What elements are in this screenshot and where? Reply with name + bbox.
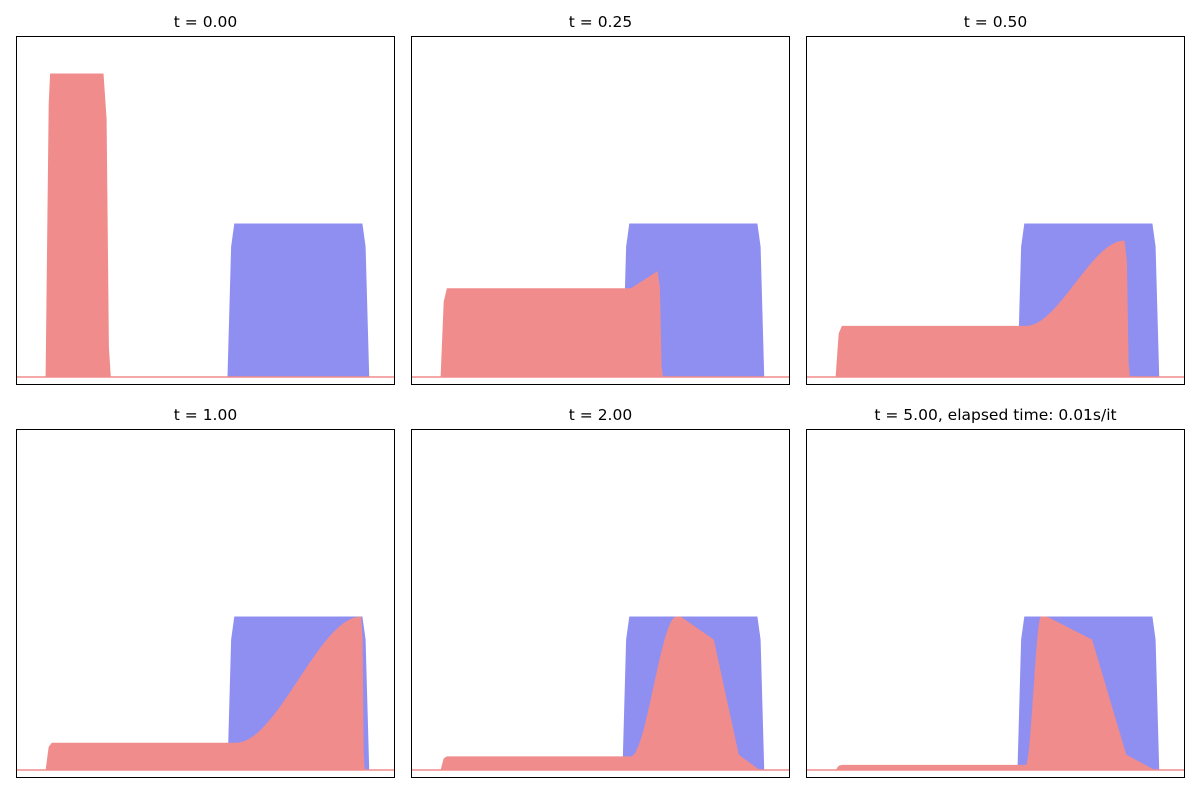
panel-title: t = 5.00, elapsed time: 0.01s/it <box>874 406 1116 424</box>
source-distribution-area <box>45 73 111 377</box>
panel-frame <box>16 429 395 778</box>
panel-frame <box>806 36 1185 385</box>
panel: t = 0.50 <box>806 13 1185 385</box>
source-distribution-area <box>835 616 1155 770</box>
source-distribution-area <box>835 240 1130 377</box>
source-distribution-area <box>440 616 760 770</box>
panel-frame <box>16 36 395 385</box>
panel-title: t = 0.50 <box>964 13 1027 31</box>
panel-title: t = 2.00 <box>569 406 632 424</box>
source-distribution-area <box>440 271 663 377</box>
panel: t = 1.00 <box>16 406 395 778</box>
panel-frame <box>806 429 1185 778</box>
panel-title: t = 0.00 <box>174 13 237 31</box>
panel: t = 0.00 <box>16 13 395 385</box>
panel-frame <box>411 36 790 385</box>
panel: t = 2.00 <box>411 406 790 778</box>
panel: t = 5.00, elapsed time: 0.01s/it <box>806 406 1185 778</box>
panel: t = 0.25 <box>411 13 790 385</box>
panel-frame <box>411 429 790 778</box>
source-distribution-area <box>45 616 365 770</box>
panel-title: t = 0.25 <box>569 13 632 31</box>
panel-title: t = 1.00 <box>174 406 237 424</box>
target-distribution-area <box>227 223 370 377</box>
